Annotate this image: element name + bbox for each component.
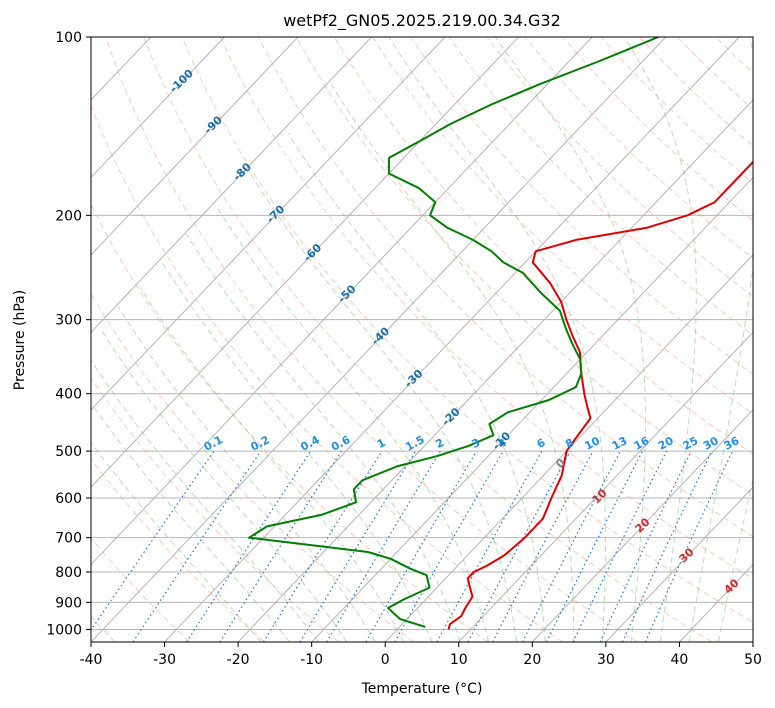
moist-adiabat-line bbox=[249, 173, 518, 642]
isotherm-line bbox=[91, 37, 520, 488]
isotherm-line bbox=[91, 37, 446, 411]
dry-adiabat-line bbox=[105, 37, 638, 642]
moist-adiabat-line bbox=[330, 83, 575, 642]
isotherm-line bbox=[384, 254, 753, 642]
isotherm-line bbox=[91, 37, 372, 334]
mixing-ratio-line bbox=[572, 450, 668, 642]
mixing-ratio-label: 13 bbox=[610, 434, 630, 453]
dry-adiabat-line bbox=[486, 37, 753, 297]
dry-adiabat-line bbox=[91, 377, 340, 642]
dry-adiabat-line bbox=[91, 292, 414, 642]
dry-adiabat-line bbox=[181, 37, 753, 623]
dry-adiabat-line bbox=[91, 458, 265, 642]
mixing-ratio-label: 25 bbox=[681, 434, 701, 453]
x-tick-label: -30 bbox=[153, 652, 176, 668]
moist-adiabat-line bbox=[185, 233, 461, 642]
mixing-ratio-line bbox=[622, 450, 713, 642]
moist-adiabat-line bbox=[91, 359, 319, 642]
moist-adiabat-line bbox=[217, 208, 489, 642]
isotherm-line bbox=[91, 37, 225, 179]
y-tick-label: 400 bbox=[55, 387, 82, 403]
y-tick-label: 500 bbox=[55, 444, 82, 460]
plot-frame bbox=[90, 36, 754, 643]
dry-adiabat-line bbox=[219, 37, 753, 580]
moist-adiabat-line bbox=[117, 306, 376, 642]
moist-adiabat-line bbox=[388, 37, 606, 642]
dry-adiabat-line bbox=[372, 37, 753, 415]
mixing-ratio-line bbox=[326, 450, 441, 642]
moist-adiabat-line bbox=[688, 37, 753, 642]
y-tick-label: 300 bbox=[55, 313, 82, 329]
y-tick-label: 200 bbox=[55, 208, 82, 224]
mixing-ratio-label: 20 bbox=[656, 434, 676, 453]
dry-adiabat-line bbox=[143, 37, 713, 642]
x-tick-label: -40 bbox=[80, 652, 103, 668]
y-tick-label: 900 bbox=[55, 595, 82, 611]
isotherm-line bbox=[531, 408, 753, 642]
y-tick-label: 600 bbox=[55, 491, 82, 507]
x-tick-label: -10 bbox=[300, 652, 323, 668]
mixing-ratio-line bbox=[467, 450, 571, 642]
y-tick-label: 700 bbox=[55, 531, 82, 547]
mixing-ratio-line bbox=[132, 450, 262, 642]
mixing-ratio-label: 10 bbox=[582, 434, 602, 453]
isotherm-line bbox=[164, 37, 740, 642]
moist-adiabat-line bbox=[91, 402, 291, 642]
mixing-ratio-line bbox=[365, 450, 478, 642]
mixing-ratio-line bbox=[91, 450, 215, 631]
moist-adiabat-line bbox=[161, 262, 433, 642]
background-lines bbox=[91, 37, 753, 642]
isotherm-line bbox=[237, 99, 753, 642]
moist-adiabat-line bbox=[717, 477, 753, 642]
x-tick-label: -20 bbox=[227, 652, 250, 668]
dry-adiabat-line bbox=[333, 37, 753, 455]
axis-ticks: -40 -30 -20 -10 0 10 20 30 40 50 100 200 300 400 500 60… bbox=[46, 30, 762, 668]
moist-adiabat-line bbox=[91, 441, 262, 642]
dry-adiabat-line bbox=[410, 37, 753, 375]
x-tick-label: 30 bbox=[597, 652, 615, 668]
data-lines bbox=[248, 37, 753, 630]
x-tick-label: 10 bbox=[450, 652, 468, 668]
isotherm-line bbox=[91, 37, 667, 642]
mixing-ratio-line bbox=[219, 450, 342, 642]
moist-adiabat-line bbox=[623, 37, 697, 642]
y-tick-label: 800 bbox=[55, 565, 82, 581]
x-tick-label: 0 bbox=[381, 652, 390, 668]
mixing-ratio-label: 16 bbox=[632, 434, 652, 453]
dry-adiabat-line bbox=[257, 37, 753, 538]
mixing-ratio-line bbox=[299, 450, 417, 642]
moist-adiabat-line bbox=[99, 327, 348, 642]
y-tick-label: 100 bbox=[55, 30, 82, 46]
dry-adiabat-line bbox=[448, 37, 753, 336]
moist-adiabat-line bbox=[494, 37, 646, 642]
moist-adiabat-line bbox=[287, 132, 546, 642]
dry-adiabat-line bbox=[91, 537, 191, 642]
isotherm-line bbox=[458, 331, 753, 642]
y-axis-label: Pressure (hPa) bbox=[12, 290, 28, 390]
isotherm-line bbox=[91, 37, 299, 256]
mixing-ratio-label: 30 bbox=[701, 434, 721, 453]
x-axis-label: Temperature (°C) bbox=[361, 681, 483, 697]
dry-adiabat-line bbox=[91, 203, 489, 642]
moist-adiabat-line bbox=[140, 287, 405, 642]
y-tick-label: 1000 bbox=[46, 622, 82, 638]
x-tick-label: 50 bbox=[744, 652, 762, 668]
sounding-series-line bbox=[248, 37, 659, 628]
dry-adiabat-line bbox=[295, 37, 753, 496]
mixing-ratio-label: 36 bbox=[722, 434, 742, 453]
mixing-ratio-line bbox=[262, 450, 383, 642]
x-tick-label: 20 bbox=[523, 652, 541, 668]
chart-title: wetPf2_GN05.2025.219.00.34.G32 bbox=[283, 11, 561, 31]
mixing-ratio-line bbox=[186, 450, 312, 642]
mixing-ratio-line bbox=[599, 450, 692, 642]
x-tick-label: 40 bbox=[671, 652, 689, 668]
isotherm-line bbox=[605, 486, 753, 642]
isotherm-line bbox=[91, 37, 593, 566]
dry-adiabat-line bbox=[91, 104, 563, 642]
